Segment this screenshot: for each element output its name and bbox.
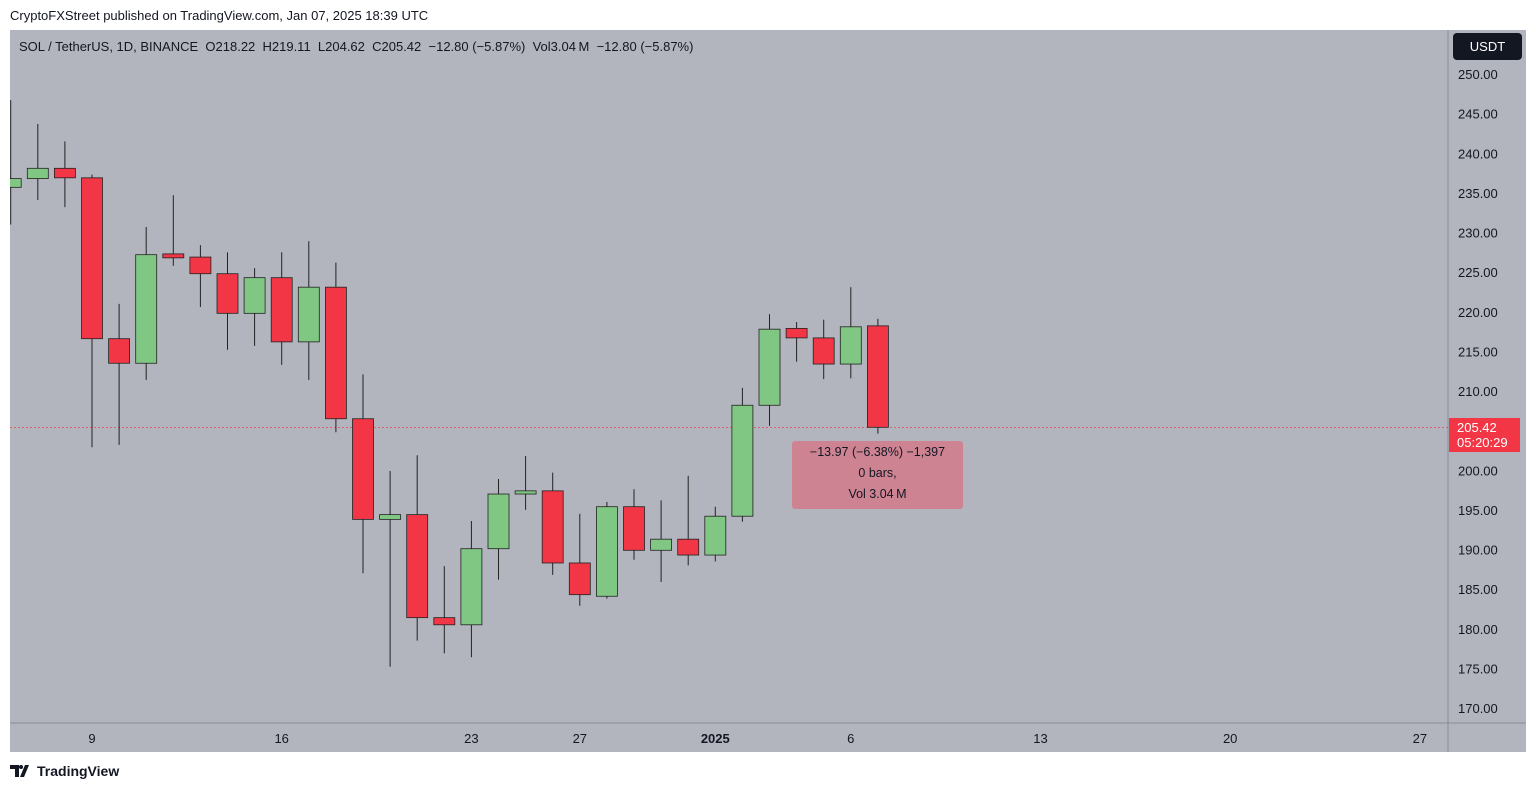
time-tick: 6 bbox=[847, 731, 854, 746]
candle-down bbox=[677, 538, 700, 556]
candle-up bbox=[839, 326, 862, 365]
brand-name: TradingView bbox=[37, 763, 120, 779]
tooltip-bars: 0 bars, bbox=[858, 466, 897, 480]
last-price-label: 205.42 05:20:29 bbox=[1449, 418, 1520, 452]
candle-up bbox=[243, 277, 266, 314]
candle-up bbox=[487, 493, 510, 550]
price-tick: 240.00 bbox=[1458, 146, 1498, 161]
time-tick: 13 bbox=[1033, 731, 1047, 746]
candle-down bbox=[270, 277, 293, 343]
time-tick: 20 bbox=[1223, 731, 1237, 746]
measure-tooltip: −13.97 (−6.38%) −1,397 0 bars, Vol 3.04 … bbox=[792, 441, 963, 509]
time-tick: 27 bbox=[1413, 731, 1427, 746]
time-tick: 23 bbox=[464, 731, 478, 746]
tooltip-volume: Vol 3.04 M bbox=[848, 487, 907, 501]
price-tick: 245.00 bbox=[1458, 107, 1498, 122]
chart-pane[interactable]: 250.00 245.00 240.00 235.00 230.00 225.00 220.… bbox=[10, 30, 1526, 752]
candle-down bbox=[541, 490, 564, 564]
price-tick: 200.00 bbox=[1458, 463, 1498, 478]
time-tick: 16 bbox=[274, 731, 288, 746]
price-tick: 180.00 bbox=[1458, 622, 1498, 637]
candle-down bbox=[162, 253, 185, 259]
candle-down bbox=[108, 338, 130, 364]
price-tick: 185.00 bbox=[1458, 582, 1498, 597]
bar-countdown: 05:20:29 bbox=[1457, 435, 1508, 450]
tradingview-logo[interactable]: TradingView bbox=[10, 763, 119, 779]
candle-down bbox=[189, 256, 212, 275]
price-tick: 250.00 bbox=[1458, 67, 1498, 82]
candle-up bbox=[135, 254, 158, 364]
price-tick: 230.00 bbox=[1458, 226, 1498, 241]
price-tick: 215.00 bbox=[1458, 344, 1498, 359]
tooltip-change: −13.97 (−6.38%) −1,397 bbox=[809, 445, 946, 459]
candle-up bbox=[596, 506, 618, 597]
candle-down bbox=[623, 506, 645, 551]
candle-up bbox=[514, 490, 537, 495]
candle-down bbox=[352, 418, 374, 520]
price-tick: 235.00 bbox=[1458, 186, 1498, 201]
symbol-legend: SOL / TetherUS, 1D, BINANCE O218.22 H219… bbox=[19, 39, 694, 54]
price-tick: 210.00 bbox=[1458, 384, 1498, 399]
candle-up bbox=[26, 167, 49, 180]
candle-up bbox=[650, 538, 672, 551]
price-tick: 220.00 bbox=[1458, 305, 1498, 320]
candle-up bbox=[704, 515, 727, 556]
candle-down bbox=[433, 617, 456, 626]
candle-down bbox=[81, 177, 103, 340]
time-tick: 9 bbox=[88, 731, 95, 746]
candle-down bbox=[785, 327, 808, 339]
price-tick: 225.00 bbox=[1458, 265, 1498, 280]
price-tick: 170.00 bbox=[1458, 701, 1498, 716]
candle-down bbox=[568, 562, 591, 596]
time-tick: 27 bbox=[573, 731, 587, 746]
candle-down bbox=[867, 325, 889, 428]
candle-up bbox=[731, 404, 754, 517]
last-price: 205.42 bbox=[1457, 420, 1497, 435]
price-tick: 195.00 bbox=[1458, 503, 1498, 518]
candle-up bbox=[10, 178, 22, 188]
candle-up bbox=[379, 514, 402, 520]
candle-up bbox=[297, 286, 320, 343]
tradingview-logo-icon bbox=[10, 765, 29, 777]
candle-down bbox=[324, 286, 347, 420]
time-tick: 2025 bbox=[701, 731, 730, 746]
candle-down bbox=[812, 337, 835, 365]
candle-down bbox=[216, 273, 239, 314]
currency-button[interactable]: USDT bbox=[1453, 33, 1522, 60]
price-tick: 175.00 bbox=[1458, 661, 1498, 676]
candle-down bbox=[54, 167, 76, 179]
candle-down bbox=[406, 514, 429, 619]
price-tick: 190.00 bbox=[1458, 543, 1498, 558]
published-caption: CryptoFXStreet published on TradingView.… bbox=[10, 8, 429, 23]
candle-up bbox=[460, 548, 483, 626]
candle-up bbox=[758, 328, 781, 406]
candlestick-chart[interactable]: 250.00 245.00 240.00 235.00 230.00 225.00 220.… bbox=[10, 30, 1526, 752]
